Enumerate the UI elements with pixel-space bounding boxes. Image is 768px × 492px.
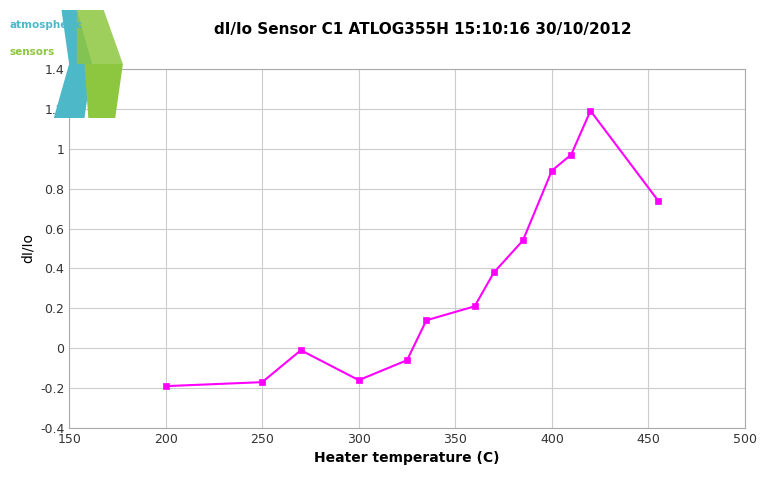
Polygon shape bbox=[77, 10, 123, 64]
Polygon shape bbox=[54, 10, 92, 118]
Text: sensors: sensors bbox=[9, 47, 55, 57]
Y-axis label: dI/Io: dI/Io bbox=[20, 234, 35, 263]
X-axis label: Heater temperature (C): Heater temperature (C) bbox=[314, 452, 500, 465]
Polygon shape bbox=[81, 64, 123, 118]
Text: dI/Io Sensor C1 ATLOG355H 15:10:16 30/10/2012: dI/Io Sensor C1 ATLOG355H 15:10:16 30/10… bbox=[214, 22, 631, 37]
Text: atmospheric: atmospheric bbox=[9, 20, 83, 30]
